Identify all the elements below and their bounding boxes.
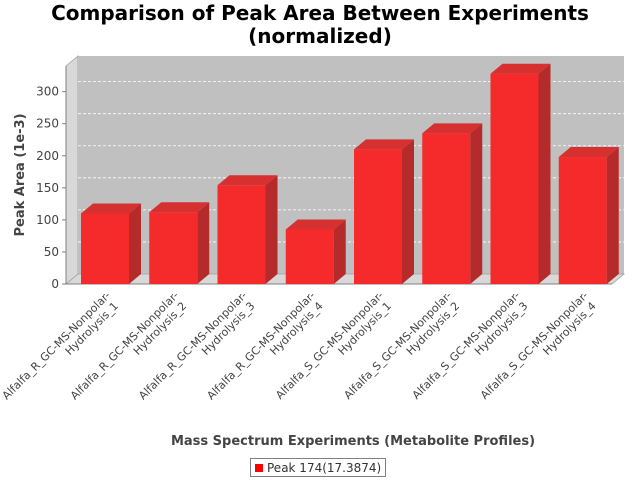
bar	[81, 213, 129, 284]
bar-top	[490, 63, 551, 74]
plot-side-wall	[65, 55, 79, 285]
bar-top	[285, 219, 346, 230]
legend-label: Peak 174(17.3874)	[267, 460, 382, 475]
bar-side	[470, 123, 483, 284]
bar-side	[538, 63, 551, 284]
bar-top	[149, 202, 210, 213]
bar	[285, 229, 334, 284]
legend: Peak 174(17.3874)	[250, 458, 387, 477]
bar	[422, 133, 471, 284]
bar-top	[422, 123, 483, 134]
bar-side	[333, 219, 346, 284]
bar-side	[606, 147, 619, 284]
bar	[217, 185, 266, 284]
y-tick-label: 300	[36, 85, 59, 99]
y-tick-label: 200	[36, 149, 59, 163]
y-tick-label: 0	[51, 277, 59, 291]
chart-title: Comparison of Peak Area Between Experime…	[0, 2, 640, 48]
y-tick-label: 50	[44, 245, 59, 259]
y-tick-label: 150	[36, 181, 59, 195]
bar	[354, 149, 402, 284]
bar-top	[81, 203, 141, 214]
y-tick-label: 250	[36, 117, 59, 131]
bar	[149, 212, 198, 284]
y-tick-label: 100	[36, 213, 59, 227]
bar-side	[197, 202, 210, 284]
bar-side	[129, 203, 141, 284]
y-axis-label: Peak Area (1e-3)	[13, 113, 28, 236]
bar-top	[217, 175, 278, 186]
x-axis-label: Mass Spectrum Experiments (Metabolite Pr…	[171, 434, 535, 449]
bar-top	[354, 139, 414, 150]
bar-top	[558, 147, 619, 158]
chart-title-line-1: Comparison of Peak Area Between Experime…	[51, 1, 589, 25]
x-tick-label: Alfalfa_R_GC-MS-Nonpolar-Hydrolysis_1	[0, 289, 122, 412]
bar	[558, 157, 607, 284]
bar-side	[265, 175, 278, 284]
chart-title-line-2: (normalized)	[248, 24, 392, 48]
bar-side	[402, 139, 414, 284]
legend-swatch	[255, 463, 263, 472]
bar	[490, 73, 539, 284]
